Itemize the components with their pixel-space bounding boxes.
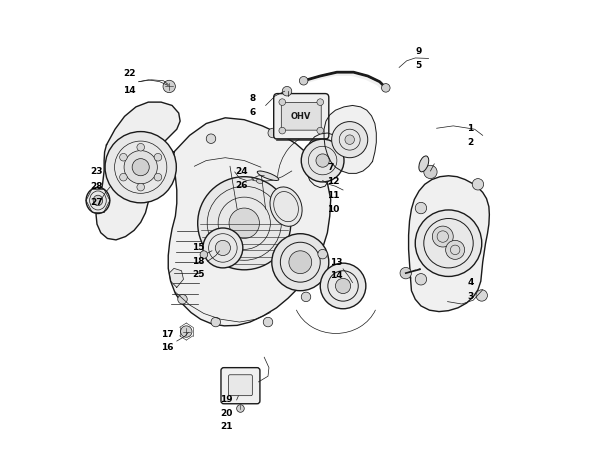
Circle shape <box>132 159 149 176</box>
Text: 10: 10 <box>327 206 340 214</box>
Circle shape <box>181 326 192 337</box>
Text: 1: 1 <box>468 124 474 133</box>
Circle shape <box>237 405 244 412</box>
Ellipse shape <box>270 187 302 226</box>
Circle shape <box>318 249 327 259</box>
Circle shape <box>301 292 311 302</box>
Circle shape <box>289 251 312 274</box>
Circle shape <box>229 208 259 238</box>
Ellipse shape <box>257 171 278 180</box>
Text: 4: 4 <box>468 278 474 287</box>
Circle shape <box>381 84 390 92</box>
Circle shape <box>432 226 453 247</box>
Circle shape <box>177 294 187 304</box>
Circle shape <box>137 183 144 191</box>
Text: 13: 13 <box>330 258 342 266</box>
Polygon shape <box>306 133 340 188</box>
Circle shape <box>282 86 292 96</box>
Circle shape <box>424 165 437 179</box>
Text: 9: 9 <box>416 47 422 56</box>
Circle shape <box>119 153 127 161</box>
Circle shape <box>211 317 220 327</box>
Text: 6: 6 <box>250 108 256 116</box>
Text: 20: 20 <box>220 409 233 418</box>
Text: 12: 12 <box>327 177 340 186</box>
Text: 11: 11 <box>327 191 340 200</box>
Circle shape <box>206 134 216 143</box>
Text: 22: 22 <box>123 69 136 78</box>
Circle shape <box>272 234 329 291</box>
Text: OHV: OHV <box>291 112 312 121</box>
Circle shape <box>105 132 176 203</box>
Text: 27: 27 <box>90 198 102 207</box>
Text: 28: 28 <box>90 182 102 191</box>
Ellipse shape <box>256 180 263 183</box>
Circle shape <box>203 228 243 268</box>
Polygon shape <box>409 176 490 312</box>
Circle shape <box>400 267 411 279</box>
Text: 15: 15 <box>192 244 204 252</box>
Text: 26: 26 <box>235 181 247 190</box>
Circle shape <box>472 179 483 190</box>
Circle shape <box>124 151 157 184</box>
Polygon shape <box>96 102 180 240</box>
Circle shape <box>316 154 329 167</box>
Polygon shape <box>168 118 330 326</box>
Ellipse shape <box>419 156 429 172</box>
Circle shape <box>476 290 487 301</box>
Circle shape <box>446 240 465 259</box>
Circle shape <box>263 317 273 327</box>
Text: 18: 18 <box>192 257 204 266</box>
Circle shape <box>416 202 427 214</box>
Text: 7: 7 <box>327 163 334 171</box>
FancyBboxPatch shape <box>282 103 321 130</box>
Text: 3: 3 <box>468 293 474 301</box>
Polygon shape <box>169 268 184 287</box>
Circle shape <box>279 99 286 105</box>
Circle shape <box>317 127 324 134</box>
Text: 16: 16 <box>161 343 174 352</box>
Circle shape <box>154 153 162 161</box>
Circle shape <box>279 127 286 134</box>
FancyBboxPatch shape <box>228 375 252 396</box>
Circle shape <box>332 122 368 158</box>
Circle shape <box>154 173 162 181</box>
Text: 23: 23 <box>90 167 102 175</box>
Text: 14: 14 <box>123 86 136 95</box>
Circle shape <box>137 143 144 151</box>
FancyBboxPatch shape <box>274 94 329 139</box>
FancyBboxPatch shape <box>221 368 260 404</box>
Circle shape <box>163 80 176 93</box>
Ellipse shape <box>86 188 110 214</box>
Circle shape <box>320 263 366 309</box>
Text: 25: 25 <box>192 270 204 279</box>
Circle shape <box>416 210 482 276</box>
Circle shape <box>299 76 308 85</box>
Polygon shape <box>324 105 376 173</box>
Circle shape <box>119 173 127 181</box>
Text: 2: 2 <box>468 138 474 147</box>
Ellipse shape <box>93 195 103 206</box>
Text: 8: 8 <box>250 95 256 103</box>
Circle shape <box>215 240 231 256</box>
Circle shape <box>335 278 351 294</box>
Circle shape <box>198 177 291 270</box>
Text: 24: 24 <box>235 168 247 176</box>
Circle shape <box>268 128 277 138</box>
Circle shape <box>200 251 207 258</box>
Circle shape <box>317 99 324 105</box>
Text: 21: 21 <box>220 422 233 431</box>
Circle shape <box>416 274 427 285</box>
Text: 17: 17 <box>161 331 174 339</box>
Text: 14: 14 <box>330 271 342 280</box>
Circle shape <box>301 139 344 182</box>
Circle shape <box>345 135 354 144</box>
Text: 5: 5 <box>416 61 422 70</box>
Text: 19: 19 <box>220 396 233 404</box>
